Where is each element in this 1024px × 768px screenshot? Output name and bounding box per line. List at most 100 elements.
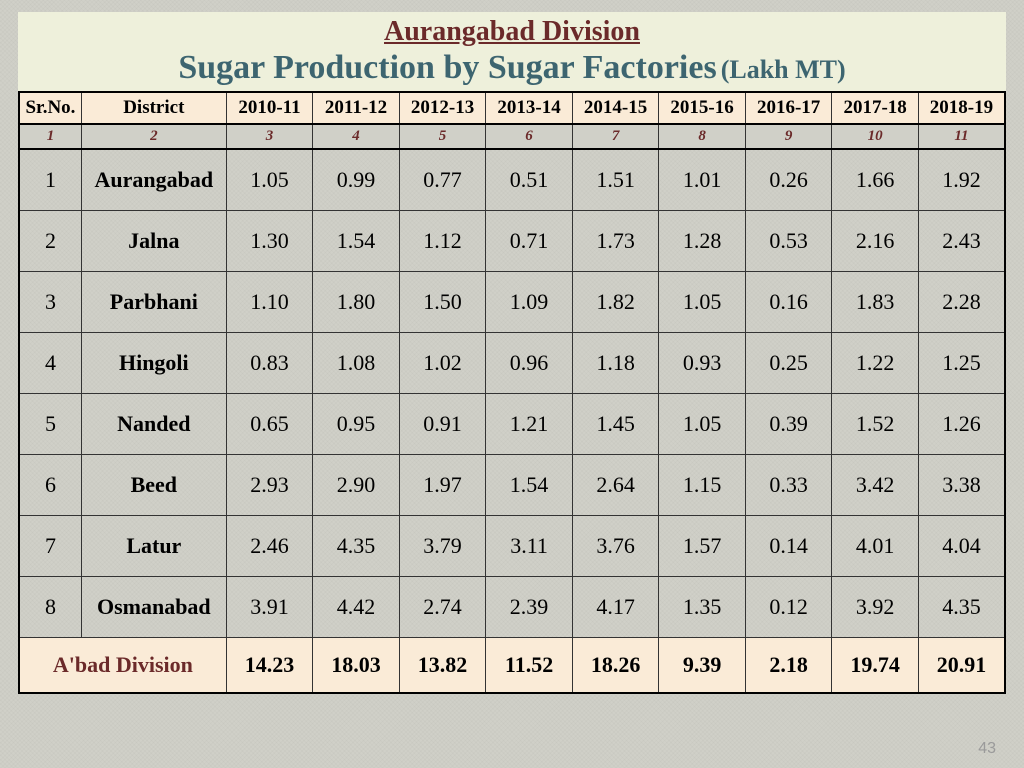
cell-value: 0.96 — [486, 333, 573, 394]
cell-value: 4.42 — [313, 577, 400, 638]
cell-value: 0.12 — [745, 577, 832, 638]
cell-district: Osmanabad — [81, 577, 226, 638]
cell-value: 0.83 — [226, 333, 313, 394]
col-year: 2018-19 — [918, 92, 1005, 124]
cell-value: 1.54 — [486, 455, 573, 516]
cell-value: 4.04 — [918, 516, 1005, 577]
col-year: 2015-16 — [659, 92, 746, 124]
col-year: 2014-15 — [572, 92, 659, 124]
cell-value: 4.35 — [918, 577, 1005, 638]
cell-srno: 6 — [19, 455, 81, 516]
cell-value: 1.92 — [918, 149, 1005, 211]
cell-value: 0.99 — [313, 149, 400, 211]
table-row: 7Latur2.464.353.793.113.761.570.144.014.… — [19, 516, 1005, 577]
cell-value: 1.66 — [832, 149, 919, 211]
total-cell: 11.52 — [486, 638, 573, 694]
total-cell: 20.91 — [918, 638, 1005, 694]
cell-value: 0.26 — [745, 149, 832, 211]
cell-value: 1.21 — [486, 394, 573, 455]
cell-value: 2.46 — [226, 516, 313, 577]
cell-value: 0.95 — [313, 394, 400, 455]
cell-value: 1.51 — [572, 149, 659, 211]
cell-value: 4.01 — [832, 516, 919, 577]
col-srno: Sr.No. — [19, 92, 81, 124]
col-index: 9 — [745, 124, 832, 149]
table-row: 4Hingoli0.831.081.020.961.180.930.251.22… — [19, 333, 1005, 394]
cell-value: 0.14 — [745, 516, 832, 577]
cell-value: 1.80 — [313, 272, 400, 333]
total-cell: 19.74 — [832, 638, 919, 694]
cell-district: Latur — [81, 516, 226, 577]
cell-value: 0.65 — [226, 394, 313, 455]
cell-srno: 1 — [19, 149, 81, 211]
title-block: Aurangabad Division Sugar Production by … — [18, 12, 1006, 91]
col-district: District — [81, 92, 226, 124]
cell-value: 2.28 — [918, 272, 1005, 333]
cell-value: 0.53 — [745, 211, 832, 272]
cell-value: 1.10 — [226, 272, 313, 333]
cell-srno: 5 — [19, 394, 81, 455]
table-row: 8Osmanabad3.914.422.742.394.171.350.123.… — [19, 577, 1005, 638]
cell-district: Aurangabad — [81, 149, 226, 211]
cell-value: 2.93 — [226, 455, 313, 516]
table-row: 6Beed2.932.901.971.542.641.150.333.423.3… — [19, 455, 1005, 516]
cell-value: 0.25 — [745, 333, 832, 394]
cell-value: 1.45 — [572, 394, 659, 455]
cell-value: 4.17 — [572, 577, 659, 638]
cell-value: 1.05 — [659, 272, 746, 333]
cell-value: 1.25 — [918, 333, 1005, 394]
col-index: 7 — [572, 124, 659, 149]
cell-value: 0.33 — [745, 455, 832, 516]
cell-district: Hingoli — [81, 333, 226, 394]
total-label: A'bad Division — [19, 638, 226, 694]
cell-value: 1.18 — [572, 333, 659, 394]
col-index: 5 — [399, 124, 486, 149]
cell-value: 1.02 — [399, 333, 486, 394]
cell-value: 2.16 — [832, 211, 919, 272]
page-number: 43 — [978, 740, 996, 758]
cell-value: 1.22 — [832, 333, 919, 394]
cell-value: 0.51 — [486, 149, 573, 211]
cell-value: 0.39 — [745, 394, 832, 455]
production-table: Sr.No. District 2010-11 2011-12 2012-13 … — [18, 91, 1006, 694]
cell-srno: 8 — [19, 577, 81, 638]
cell-value: 3.11 — [486, 516, 573, 577]
table-row: 1Aurangabad1.050.990.770.511.511.010.261… — [19, 149, 1005, 211]
cell-value: 2.64 — [572, 455, 659, 516]
col-year: 2016-17 — [745, 92, 832, 124]
cell-value: 2.90 — [313, 455, 400, 516]
cell-value: 1.82 — [572, 272, 659, 333]
cell-district: Parbhani — [81, 272, 226, 333]
col-index: 6 — [486, 124, 573, 149]
col-year: 2011-12 — [313, 92, 400, 124]
unit-label: (Lakh MT) — [721, 55, 846, 84]
cell-value: 3.91 — [226, 577, 313, 638]
col-index: 2 — [81, 124, 226, 149]
cell-value: 3.76 — [572, 516, 659, 577]
col-year: 2010-11 — [226, 92, 313, 124]
cell-value: 4.35 — [313, 516, 400, 577]
col-year: 2013-14 — [486, 92, 573, 124]
total-cell: 13.82 — [399, 638, 486, 694]
cell-value: 0.71 — [486, 211, 573, 272]
cell-value: 1.28 — [659, 211, 746, 272]
cell-value: 3.38 — [918, 455, 1005, 516]
cell-value: 1.73 — [572, 211, 659, 272]
cell-srno: 7 — [19, 516, 81, 577]
cell-district: Beed — [81, 455, 226, 516]
cell-value: 2.39 — [486, 577, 573, 638]
table-row: 5Nanded0.650.950.911.211.451.050.391.521… — [19, 394, 1005, 455]
table-row: 2Jalna1.301.541.120.711.731.280.532.162.… — [19, 211, 1005, 272]
total-row: A'bad Division 14.23 18.03 13.82 11.52 1… — [19, 638, 1005, 694]
cell-value: 0.77 — [399, 149, 486, 211]
main-title: Sugar Production by Sugar Factories — [178, 49, 716, 86]
cell-value: 1.54 — [313, 211, 400, 272]
cell-value: 1.12 — [399, 211, 486, 272]
cell-value: 0.16 — [745, 272, 832, 333]
cell-value: 2.43 — [918, 211, 1005, 272]
cell-value: 0.91 — [399, 394, 486, 455]
col-index: 3 — [226, 124, 313, 149]
col-index: 11 — [918, 124, 1005, 149]
cell-value: 1.30 — [226, 211, 313, 272]
cell-value: 1.50 — [399, 272, 486, 333]
